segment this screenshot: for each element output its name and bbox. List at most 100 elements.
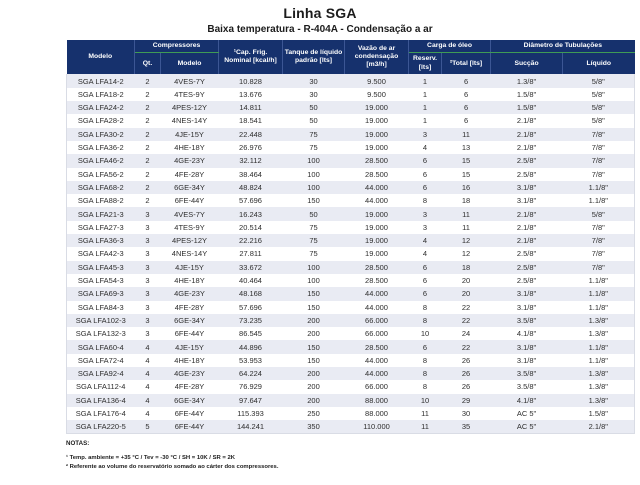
table-cell: 50 [282,114,345,128]
table-cell: 4 [134,366,161,381]
table-row: SGA LFA102-3 3 6GE-34Y 73.235 200 66.000 8 22 3.… [66,313,635,328]
table-cell: 4 [408,234,442,248]
table-cell: SGA LFA18-2 [66,87,135,102]
table-cell: 24 [441,327,491,341]
table-cell: 1 [408,74,442,88]
table-cell: 9.500 [344,87,409,102]
table-cell: 4.1/8" [490,393,563,407]
note-2: ² Referente ao volume do reservatório so… [66,464,279,471]
table-cell: 7/8" [562,234,635,248]
table-cell: 44.000 [344,180,409,195]
header-comp-modelo: Modelo [159,52,220,75]
table-cell: SGA LFA36-2 [66,140,135,155]
table-cell: 1.5/8" [490,101,563,115]
table-cell: 22 [441,313,491,328]
table-cell: 8 [408,194,442,208]
table-cell: 19.000 [344,247,409,261]
table-row: SGA LFA46-2 2 4GE-23Y 32.112 100 28.500 6 15 2.5… [66,154,635,168]
table-cell: SGA LFA72-4 [66,353,135,367]
table-cell: SGA LFA14-2 [66,74,135,88]
table-cell: 7/8" [562,247,635,261]
table-cell: 57.696 [218,194,283,208]
note-1: ¹ Temp. ambiente = +35 °C / Tev = -30 °C… [66,455,236,462]
table-cell: 6GE-34Y [160,180,219,195]
table-cell: 3 [134,220,161,235]
table-cell: 26 [441,380,491,394]
table-cell: 28.500 [344,260,409,274]
table-cell: 11 [441,127,491,141]
table-cell: 10 [408,393,442,407]
table-row: SGA LFA18-2 2 4TES-9Y 13.676 30 9.500 1 6 1.5/8"… [66,87,635,102]
table-cell: 6FE-44Y [160,420,219,434]
table-cell: 1.5/8" [490,87,563,102]
table-cell: 2.1/8" [490,220,563,235]
table-cell: 1.1/8" [562,273,635,288]
table-row: SGA LFA112-4 4 4FE-28Y 76.929 200 66.000 8 26 3.… [66,380,635,394]
table-cell: 144.241 [218,420,283,434]
table-cell: 4GE-23Y [160,366,219,381]
table-cell: AC 5" [490,406,563,421]
table-cell: 4FE-28Y [160,167,219,181]
table-cell: SGA LFA60-4 [66,340,135,354]
table-row: SGA LFA60-4 4 4JE-15Y 44.896 150 28.500 6 22 3.1… [66,340,635,354]
table-cell: 88.000 [344,393,409,407]
table-cell: 100 [282,180,345,195]
page-subtitle: Baixa temperatura - R-404A - Condensação… [207,24,433,35]
table-cell: SGA LFA92-4 [66,366,135,381]
table-cell: 28.500 [344,340,409,354]
table-cell: 3 [134,247,161,261]
table-cell: 3.1/8" [490,287,563,301]
table-row: SGA LFA54-3 3 4HE-18Y 40.464 100 28.500 6 20 2.5… [66,273,635,288]
table-cell: 4 [134,406,161,421]
table-cell: 15 [441,167,491,181]
table-cell: 6 [441,74,491,88]
table-cell: 4NES-14Y [160,247,219,261]
table-cell: 6FE-44Y [160,406,219,421]
table-row: SGA LFA220-5 5 6FE-44Y 144.241 350 110.000 11 3… [66,420,635,434]
table-cell: 10.828 [218,74,283,88]
table-cell: 75 [282,220,345,235]
table-cell: 1 [408,87,442,102]
table-cell: 16.243 [218,207,283,221]
table-cell: 3 [134,207,161,221]
table-row: SGA LFA36-2 2 4HE-18Y 26.976 75 19.000 4 13 2.1/… [66,140,635,155]
table-cell: 1.1/8" [562,180,635,195]
table-cell: 12 [441,247,491,261]
table-row: SGA LFA21-3 3 4VES-7Y 16.243 50 19.000 3 11 2.1/… [66,207,635,221]
table-cell: 28.500 [344,167,409,181]
table-cell: 6 [408,287,442,301]
table-cell: 6GE-34Y [160,393,219,407]
table-cell: 22.216 [218,234,283,248]
table-row: SGA LFA136-4 4 6GE-34Y 97.647 200 88.000 10 29 4… [66,393,635,407]
table-cell: 2.1/8" [490,127,563,141]
table-cell: 53.953 [218,353,283,367]
header-succao: Sucção [490,52,564,75]
table-cell: 150 [282,353,345,367]
table-cell: 2 [134,114,161,128]
table-cell: 8 [408,300,442,314]
table-cell: 22.448 [218,127,283,141]
table-cell: 75 [282,140,345,155]
table-cell: 3.1/8" [490,340,563,354]
table-cell: 2 [134,154,161,168]
table-cell: 3 [134,327,161,341]
table-row: SGA LFA28-2 2 4NES-14Y 18.541 50 19.000 1 6 2.1/… [66,114,635,128]
table-row: SGA LFA176-4 4 6FE-44Y 115.393 250 88.000 11 30… [66,406,635,421]
table-cell: 7/8" [562,140,635,155]
table-cell: SGA LFA112-4 [66,380,135,394]
table-cell: 5/8" [562,207,635,221]
table-row: SGA LFA36-3 3 4PES-12Y 22.216 75 19.000 4 12 2.1… [66,234,635,248]
table-cell: 66.000 [344,380,409,394]
table-cell: 1.5/8" [562,406,635,421]
table-cell: 26 [441,353,491,367]
table-cell: 6 [408,180,442,195]
table-cell: 44.896 [218,340,283,354]
spec-table: Modelo Compressores ¹Cap. Frig. Nominal … [66,40,635,434]
table-cell: 75 [282,247,345,261]
table-cell: 11 [408,420,442,434]
table-cell: 200 [282,313,345,328]
table-cell: SGA LFA36-3 [66,234,135,248]
table-cell: 75 [282,127,345,141]
table-cell: 4.1/8" [490,327,563,341]
table-cell: SGA LFA132-3 [66,327,135,341]
